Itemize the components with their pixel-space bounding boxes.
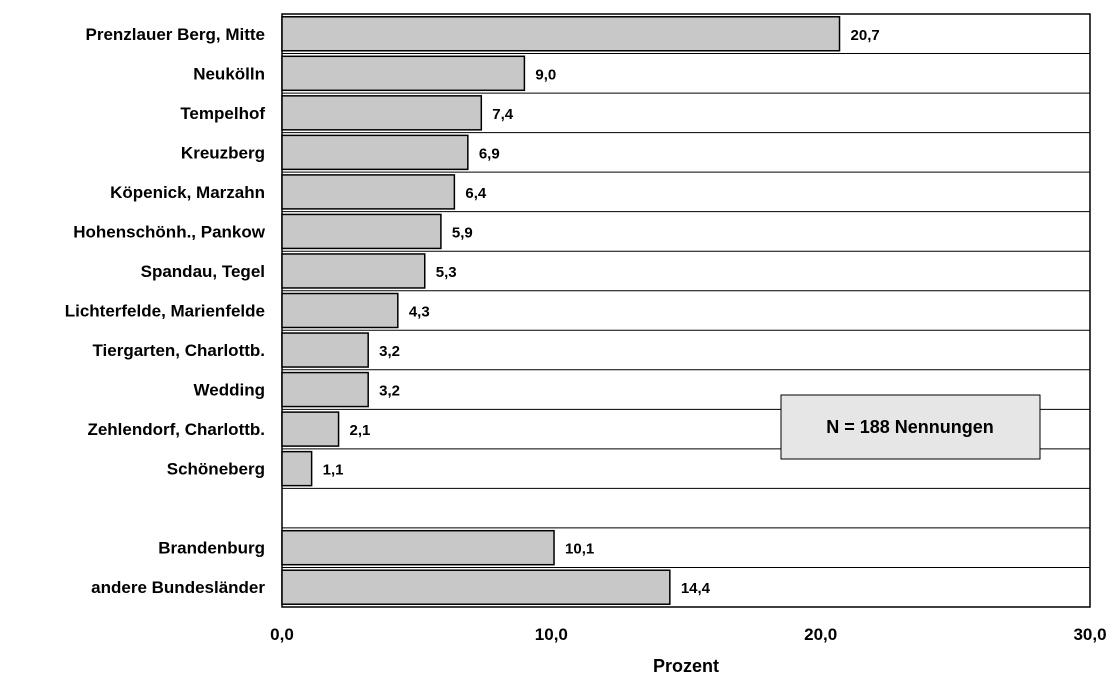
value-label: 3,2	[379, 383, 400, 400]
value-label: 14,4	[681, 580, 711, 597]
value-label: 2,1	[350, 422, 371, 439]
category-label: andere Bundesländer	[91, 578, 265, 597]
annotation-box: N = 188 Nennungen	[780, 394, 1041, 460]
x-axis-title: Prozent	[653, 656, 719, 676]
x-tick-labels: 0,0 10,0 20,0 30,0	[270, 625, 1106, 644]
category-label: Neukölln	[193, 64, 265, 83]
value-label: 6,9	[479, 145, 500, 162]
row-gridlines	[282, 53, 1090, 568]
bar	[281, 253, 426, 289]
value-label: 6,4	[465, 185, 487, 202]
category-label: Wedding	[194, 381, 265, 400]
value-label: 7,4	[492, 106, 514, 123]
bar	[281, 174, 456, 210]
bar	[281, 332, 369, 368]
category-label: Lichterfelde, Marienfelde	[65, 302, 265, 321]
category-label: Brandenburg	[158, 539, 265, 558]
category-label: Tempelhof	[180, 104, 265, 123]
category-label: Hohenschönh., Pankow	[73, 222, 266, 241]
x-tick-label: 10,0	[535, 625, 568, 644]
category-label: Prenzlauer Berg, Mitte	[86, 25, 266, 44]
bar	[281, 95, 483, 131]
bar	[281, 134, 469, 171]
category-label: Schöneberg	[167, 460, 265, 479]
bar	[281, 213, 442, 250]
value-label: 1,1	[323, 462, 344, 479]
category-label: Spandau, Tegel	[141, 262, 265, 281]
category-labels: Prenzlauer Berg, Mitte Neukölln Tempelhof K…	[65, 25, 266, 597]
category-label: Kreuzberg	[181, 143, 265, 162]
value-label: 5,3	[436, 264, 457, 281]
value-label: 9,0	[535, 66, 556, 83]
category-label: Zehlendorf, Charlottb.	[87, 420, 265, 439]
bar	[281, 529, 555, 566]
bar	[281, 55, 526, 92]
x-tick-label: 0,0	[270, 625, 294, 644]
value-label: 20,7	[851, 27, 880, 44]
bar	[281, 16, 841, 52]
value-label: 4,3	[409, 304, 430, 321]
bar	[281, 569, 671, 605]
bar	[281, 450, 313, 487]
value-label: 5,9	[452, 224, 473, 241]
value-labels: 20,7 9,0 7,4 6,9 6,4 5,9 5,3 4,3 3,2 3,2 2,1 1,1 10,…	[323, 27, 880, 597]
annotation-text: N = 188 Nennungen	[826, 417, 994, 437]
x-tick-label: 20,0	[804, 625, 837, 644]
bar	[281, 371, 369, 408]
category-label: Tiergarten, Charlottb.	[92, 341, 265, 360]
bars-group	[281, 16, 841, 605]
value-label: 10,1	[565, 541, 594, 558]
value-label: 3,2	[379, 343, 400, 360]
category-label: Köpenick, Marzahn	[110, 183, 265, 202]
x-tick-label: 30,0	[1073, 625, 1106, 644]
bar	[281, 292, 399, 329]
annotation-box-frame	[780, 394, 1041, 460]
bar	[281, 411, 340, 447]
